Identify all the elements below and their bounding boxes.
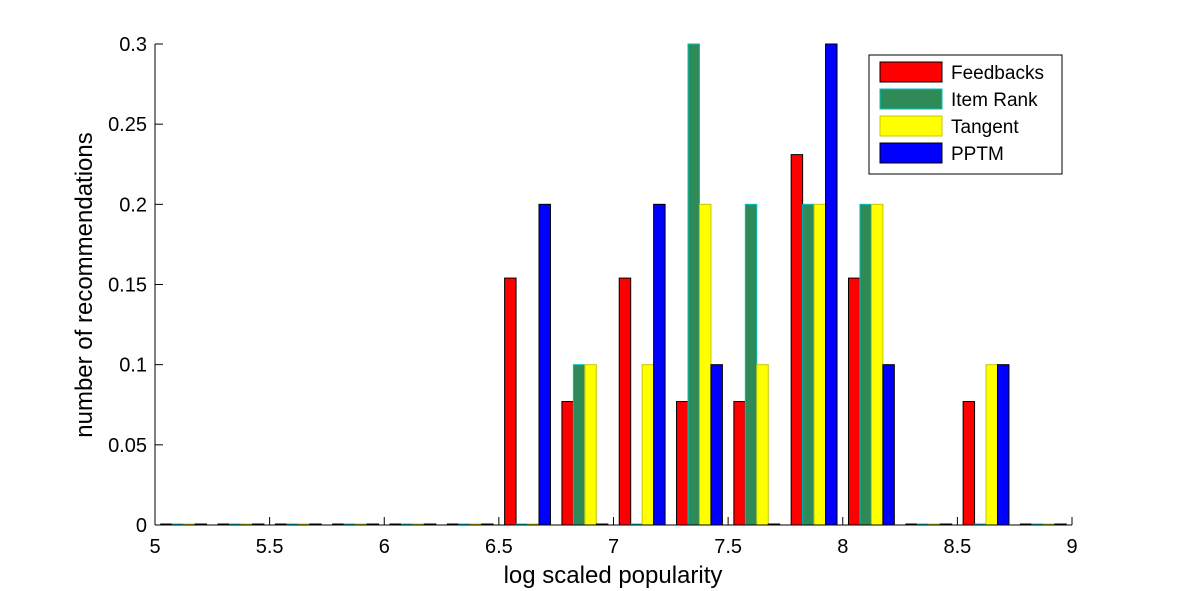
y-tick-label: 0 — [136, 515, 147, 537]
bar-item-rank-7 — [572, 364, 586, 526]
legend-swatch-feedbacks — [879, 61, 943, 83]
x-tick-label: 6.5 — [485, 536, 513, 558]
bar-feedbacks-10 — [733, 401, 746, 526]
bars-group — [160, 43, 1067, 526]
x-axis-title: log scaled popularity — [504, 562, 723, 589]
bar-pptm-11 — [825, 43, 838, 526]
bar-tangent-10 — [756, 364, 769, 526]
bar-feedbacks-7 — [561, 401, 574, 526]
x-tick-label: 8.5 — [943, 536, 971, 558]
bar-item-rank-11 — [802, 203, 815, 526]
y-tick-label: 0.25 — [108, 114, 147, 136]
legend-swatch-tangent — [879, 115, 943, 137]
bar-pptm-9 — [710, 364, 723, 526]
legend-label-pptm: PPTM — [951, 144, 1004, 165]
bar-item-rank-9 — [687, 43, 700, 526]
legend-swatch-item-rank — [879, 88, 943, 110]
y-tick-label: 0.15 — [108, 275, 147, 297]
x-tick-label: 8 — [837, 536, 848, 558]
bar-item-rank-10 — [744, 203, 758, 526]
bar-tangent-14 — [985, 364, 998, 526]
y-tick-label: 0.3 — [119, 34, 147, 56]
x-tick-label: 7 — [608, 536, 619, 558]
legend-label-feedbacks: Feedbacks — [951, 63, 1044, 84]
bar-item-rank-12 — [859, 203, 872, 526]
x-tick-label: 5 — [149, 536, 160, 558]
bar-pptm-8 — [653, 203, 666, 526]
bar-feedbacks-12 — [847, 277, 861, 526]
bar-feedbacks-14 — [962, 401, 976, 526]
legend: Feedbacks Item Rank Tangent PPTM — [868, 54, 1063, 175]
bar-feedbacks-9 — [676, 401, 689, 526]
bar-tangent-11 — [813, 203, 827, 526]
bar-feedbacks-8 — [618, 277, 632, 526]
bar-pptm-14 — [996, 364, 1010, 526]
legend-label-item-rank: Item Rank — [951, 90, 1038, 111]
x-tick-label: 6 — [379, 536, 390, 558]
y-tick-label: 0.2 — [119, 194, 147, 216]
x-tick-label: 7.5 — [714, 536, 742, 558]
y-tick-label: 0.1 — [119, 355, 147, 377]
x-tick-label: 9 — [1066, 536, 1077, 558]
legend-swatch-pptm — [879, 142, 943, 164]
bar-pptm-6 — [538, 203, 551, 526]
bar-tangent-7 — [584, 364, 597, 526]
y-axis-title: number of recommendations — [71, 132, 98, 437]
y-ticks-group: 0 0.05 0.1 0.15 0.2 0.25 0.3 — [108, 34, 163, 537]
bar-tangent-12 — [870, 203, 884, 526]
legend-label-tangent: Tangent — [951, 117, 1019, 138]
bar-tangent-8 — [641, 364, 655, 526]
x-tick-label: 5.5 — [256, 536, 284, 558]
bar-tangent-9 — [698, 203, 712, 526]
bar-feedbacks-6 — [504, 277, 517, 526]
y-tick-label: 0.05 — [108, 435, 147, 457]
bar-feedbacks-11 — [790, 154, 804, 526]
x-ticks-group: 5 5.5 6 6.5 7 7.5 8 8.5 9 — [149, 517, 1078, 558]
bar-pptm-12 — [882, 364, 895, 526]
